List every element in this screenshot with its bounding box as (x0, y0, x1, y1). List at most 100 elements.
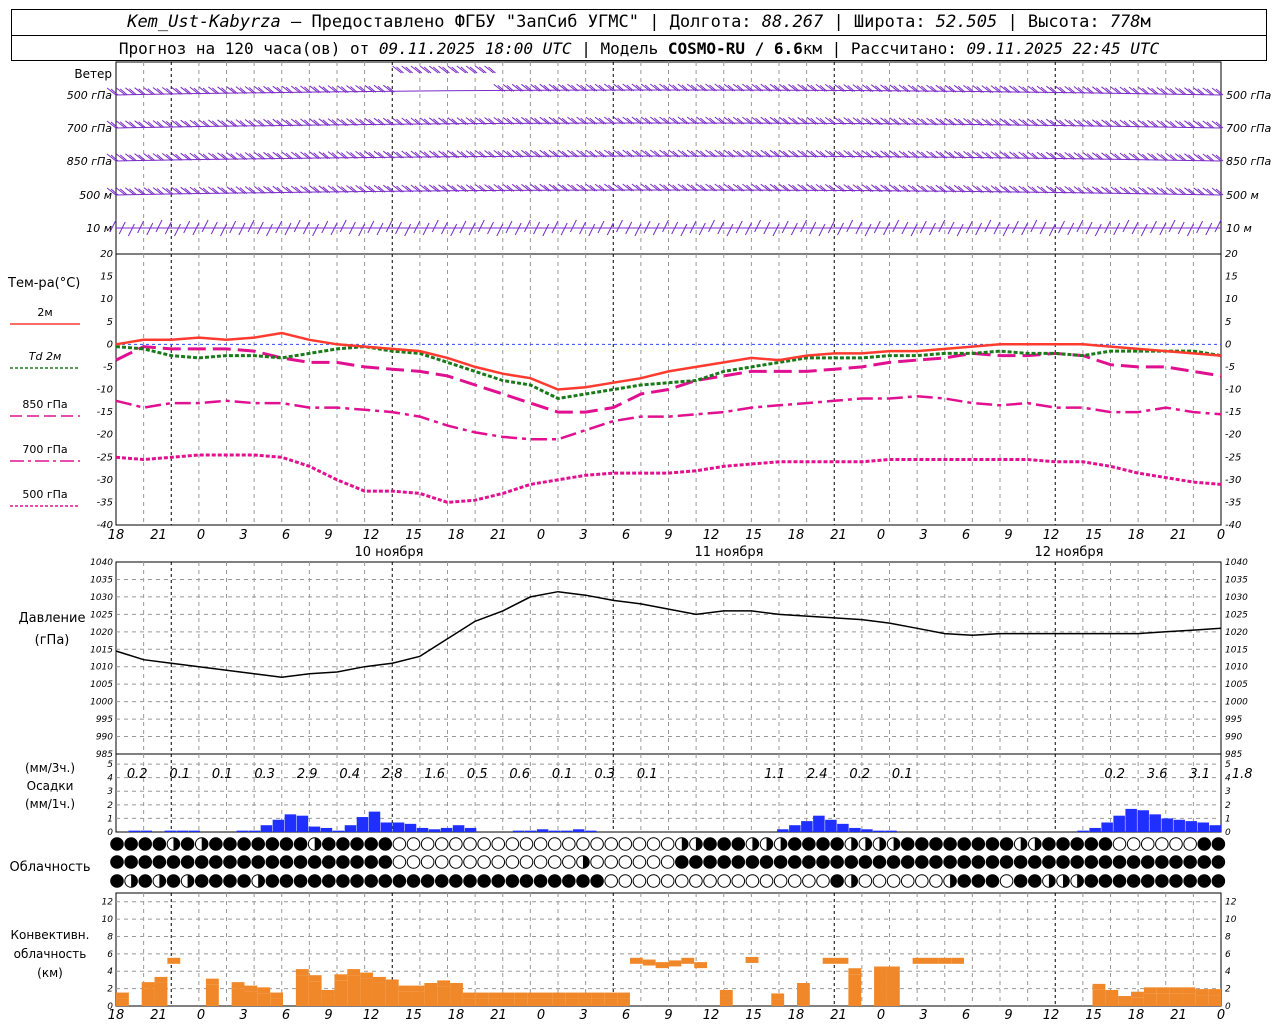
precip-3h-sum: 0.1 (637, 767, 658, 782)
cloud-cover-symbol (322, 837, 336, 851)
convective-cloud-top (450, 983, 463, 990)
series-t850 (115, 345, 1222, 414)
convective-cloud-top (411, 985, 425, 992)
cloud-cover-fill (201, 837, 209, 851)
hour-tick-label: 21 (490, 528, 507, 543)
pressure-panel: 1040 1040 1035 1035 1030 1030 1025 1025 1020 1020… (18, 558, 1248, 760)
cloud-cover-symbol (689, 874, 703, 888)
y-tick-label-left: 10 (100, 294, 113, 305)
hour-tick-label: 21 (150, 528, 167, 543)
pressure-unit: (гПа) (35, 633, 70, 648)
y-tick-label-right: -25 (1225, 452, 1241, 463)
header-station-row: Kem_Ust-Kabyrza — Предоставлено ФГБУ "За… (12, 10, 1266, 36)
precip-bar (308, 826, 321, 832)
altitude: 778 (1109, 12, 1141, 32)
precip-bar (440, 827, 453, 832)
convective-cloud-body (270, 998, 284, 1006)
hour-tick-label: 9 (1004, 528, 1012, 543)
cloud-cover-symbol (1197, 837, 1212, 851)
convective-cloud-top (308, 975, 322, 982)
convective-cloud-top (617, 992, 630, 999)
convective-cloud-body (437, 986, 451, 1006)
cloud-cover-symbol (110, 855, 124, 869)
cloud-cover-symbol (802, 874, 816, 888)
hour-tick-label: 9 (664, 528, 672, 543)
convective-cloud-top (552, 992, 566, 999)
cloud-cover-symbol (1056, 837, 1070, 851)
hour-tick-label: 12 (1043, 528, 1060, 543)
convective-cloud-top (231, 982, 245, 989)
cloud-cover-symbol (731, 874, 746, 888)
cloud-cover-symbol (773, 855, 788, 869)
cloud-cover-symbol (350, 874, 364, 888)
y-tick-label-right: -5 (1225, 362, 1235, 373)
cloud-cover-symbol (618, 874, 633, 888)
y-tick-label-left: -20 (97, 430, 113, 441)
cloud-cover-symbol (787, 837, 802, 851)
convective-cloud-top (822, 957, 836, 964)
convective-cloud-body (1156, 993, 1170, 1006)
precip-bar (404, 823, 417, 832)
cloud-cover-symbol (830, 874, 844, 888)
y-tick-label-left: 1035 (90, 575, 113, 585)
hour-tick-label: 9 (664, 1008, 672, 1023)
cloud-cover-symbol (336, 855, 350, 869)
cloud-cover-symbol (279, 874, 294, 888)
y-tick-label-right: 0 (1225, 339, 1231, 350)
hour-tick-label: 3 (579, 1008, 587, 1023)
precip-3h-sum: 0.3 (254, 767, 275, 782)
precip-bar (1137, 810, 1149, 832)
y-tick-label-left: 1 (107, 814, 113, 824)
cloud-cover-symbol (491, 837, 506, 851)
precip-bar (392, 822, 405, 832)
cloud-title: Облачность (9, 860, 90, 875)
convective-cloud-top (501, 992, 515, 999)
y-tick-label-right: 3 (1225, 787, 1231, 797)
cloud-cover-symbol (646, 837, 661, 851)
cloud-cover-symbol (1042, 837, 1056, 851)
convective-cloud-body (771, 999, 785, 1006)
convective-title-line: Конвективн. (11, 928, 90, 942)
cloud-cover-symbol (802, 837, 816, 851)
cloud-cover-fill (1077, 874, 1084, 888)
y-tick-label-right: 10 (1225, 915, 1237, 925)
calc-time: 09.11.2025 22:45 UTC (966, 39, 1160, 58)
hour-tick-label: 15 (1085, 528, 1102, 543)
cloud-cover-symbol (957, 855, 972, 869)
altitude-label: | Высота: (997, 12, 1110, 32)
y-tick-label-left: -30 (97, 475, 113, 486)
convective-cloud-top (462, 992, 476, 999)
hour-tick-label: 15 (405, 1008, 422, 1023)
precip-bar (548, 830, 561, 832)
hour-tick-label: 6 (282, 1008, 290, 1023)
precip-bar (512, 830, 525, 832)
y-tick-label-left: 1025 (90, 610, 113, 620)
convective-cloud-body (552, 998, 566, 1006)
hour-tick-label: 3 (239, 528, 247, 543)
convective-cloud-top (360, 972, 373, 979)
cloud-cover-symbol (166, 874, 181, 888)
y-tick-label-right: 1030 (1225, 593, 1248, 603)
y-tick-label-left: 0 (107, 828, 113, 838)
cloud-cover-fill (1034, 837, 1042, 851)
precip-bar (1149, 814, 1161, 832)
convective-cloud-top (475, 992, 489, 999)
cloud-cover-symbol (632, 874, 647, 888)
hour-tick-label: 12 (363, 528, 380, 543)
wind-level-label-right: 850 гПа (1226, 155, 1272, 168)
y-tick-label-right: 1005 (1225, 680, 1248, 690)
cloud-cover-symbol (1084, 855, 1099, 869)
cloud-cover-symbol (618, 855, 633, 869)
hour-tick-label: 6 (622, 528, 630, 543)
cloud-cover-symbol (223, 855, 237, 869)
cloud-cover-symbol (731, 855, 746, 869)
precip-bar (164, 830, 177, 832)
convective-cloud-top (835, 957, 849, 964)
convective-cloud-body (398, 991, 412, 1006)
cloud-cover-symbol (406, 874, 421, 888)
hour-tick-label: 12 (703, 528, 720, 543)
y-tick-label-right: 4 (1225, 774, 1231, 784)
cloud-cover-symbol (915, 837, 929, 851)
hour-tick-label: 18 (108, 528, 125, 543)
